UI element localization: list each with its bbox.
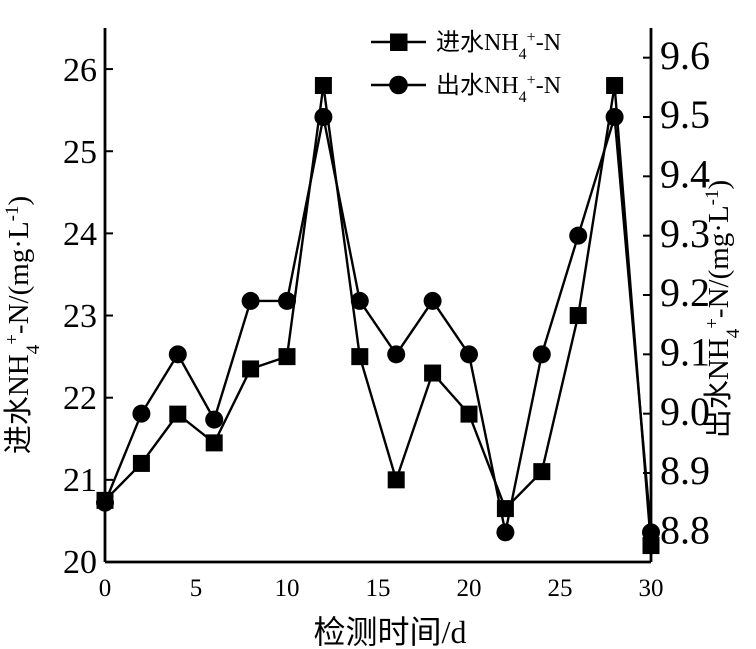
svg-text:检测时间/d: 检测时间/d: [314, 614, 467, 649]
svg-text:22: 22: [63, 380, 97, 417]
svg-text:进水NH4+-N/(mg·L-1): 进水NH4+-N/(mg·L-1): [2, 196, 44, 454]
svg-text:20: 20: [457, 575, 482, 602]
svg-text:出水NH4+-N: 出水NH4+-N: [436, 72, 561, 106]
svg-text:25: 25: [63, 134, 97, 171]
svg-text:20: 20: [63, 544, 97, 581]
svg-text:8.9: 8.9: [660, 448, 710, 493]
svg-text:出水NH4+-N/(mg·L-1): 出水NH4+-N/(mg·L-1): [702, 180, 744, 438]
svg-text:10: 10: [275, 575, 300, 602]
svg-text:9.6: 9.6: [660, 33, 710, 78]
svg-text:26: 26: [63, 52, 97, 89]
svg-text:9.5: 9.5: [660, 92, 710, 137]
svg-text:25: 25: [548, 575, 573, 602]
svg-text:5: 5: [190, 575, 203, 602]
svg-text:24: 24: [63, 216, 97, 253]
svg-text:30: 30: [639, 575, 664, 602]
svg-text:23: 23: [63, 298, 97, 335]
svg-text:进水NH4+-N: 进水NH4+-N: [436, 29, 561, 63]
svg-text:0: 0: [99, 575, 112, 602]
svg-text:8.8: 8.8: [660, 508, 710, 553]
svg-text:21: 21: [63, 462, 97, 499]
svg-text:15: 15: [366, 575, 391, 602]
